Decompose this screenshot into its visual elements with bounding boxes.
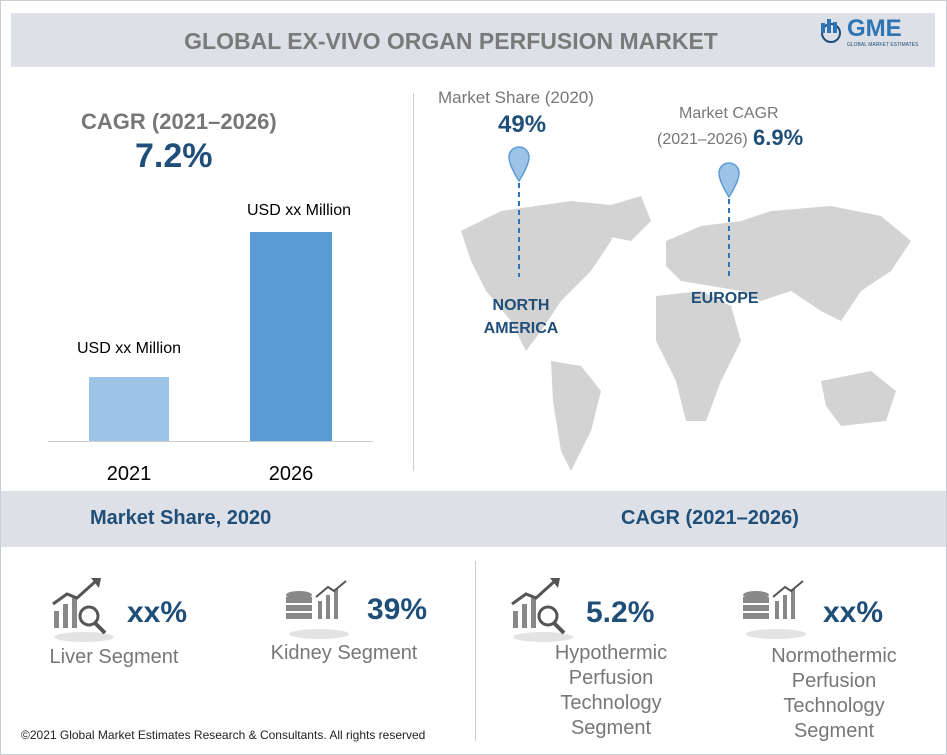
cagr-value: 7.2% [135,137,213,175]
stat-label: Liver Segment [49,646,179,668]
world-map [461,196,911,471]
stat-label: Kidney Segment [270,642,418,664]
bar [250,232,332,441]
section-heading: CAGR (2021–2026) [621,507,799,529]
divider [475,561,476,741]
stat-value: xx% [823,596,884,629]
pin [508,146,530,277]
bar-label: USD xx Million [246,202,351,219]
eu-caption: (2021–2026) [657,131,748,148]
section-band [1,491,946,547]
bar-label: USD xx Million [76,340,181,357]
eu-value: 6.9% [753,125,804,150]
database-icon [286,580,349,639]
divider [413,93,414,471]
bar [89,377,169,441]
eu-region: EUROPE [691,290,759,307]
section-heading: Market Share, 2020 [90,507,272,529]
header-band [11,13,935,67]
logo: GME [847,15,902,42]
logo-globe [821,19,841,43]
stat-label: Normothermic Perfusion Technology Segmen… [771,645,897,742]
cagr-label: CAGR (2021–2026) [81,109,277,134]
year-label: 2026 [268,463,314,485]
eu-caption: Market CAGR [679,105,779,122]
footer: ©2021 Global Market Estimates Research &… [21,728,426,742]
database-icon [743,580,806,639]
na-value: 49% [498,111,547,138]
stat-label: Hypothermic Perfusion Technology Segment [554,642,668,739]
year-label: 2021 [106,463,152,485]
chart-icon [511,578,573,642]
stat-value: xx% [127,596,188,629]
logo-sub: GLOBAL MARKET ESTIMATES [847,42,919,48]
title: GLOBAL EX-VIVO ORGAN PERFUSION MARKET [184,28,718,54]
pin [718,162,740,279]
chart-icon [52,578,114,642]
axis-line [48,441,373,442]
na-caption: Market Share (2020) [438,88,594,107]
na-region: NORTH AMERICA [483,297,559,337]
stat-value: 5.2% [586,596,655,629]
stat-value: 39% [367,593,428,626]
